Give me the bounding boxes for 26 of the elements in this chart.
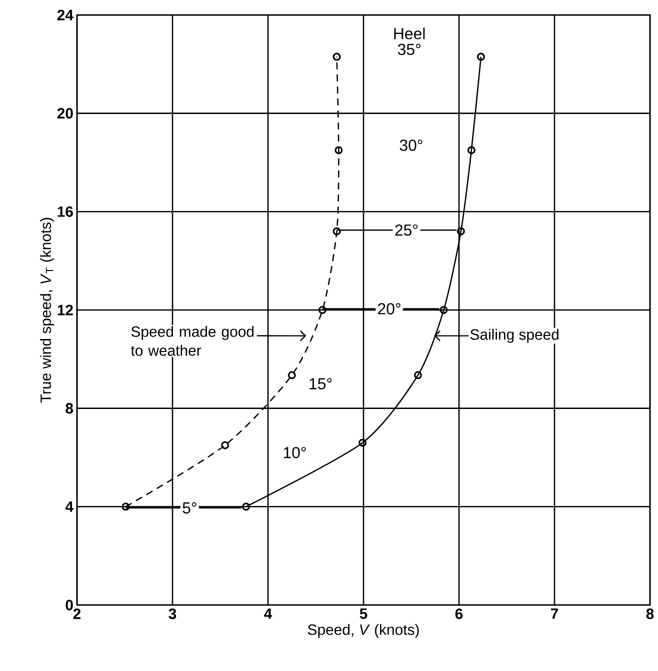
y-tick-label: 24 (57, 10, 74, 20)
annotation: 20° (378, 303, 400, 314)
y-tick-label: 4 (65, 502, 74, 512)
x-tick-label: 4 (264, 608, 272, 619)
annotation: 5° (182, 502, 196, 514)
x-tick-label: 7 (550, 608, 558, 619)
y-tick-label: 12 (58, 304, 73, 316)
x-tick-label: 2 (73, 608, 81, 619)
y-tick-label: 16 (58, 206, 73, 217)
y-tick-label: 0 (66, 600, 73, 610)
annotation: 10° (284, 446, 306, 458)
y-tick-label: 8 (66, 403, 74, 414)
x-tick-label: 8 (646, 608, 654, 620)
y-axis-title: True wind speed, V$_{T}$ (knots) (40, 218, 54, 403)
text: Speed made good to weather (130, 326, 254, 356)
x-axis-title: Speed, V (knots) (308, 624, 419, 638)
x-tick-label: 6 (455, 608, 463, 620)
annotation: 15° (310, 378, 332, 390)
annotation: 35° (398, 44, 420, 56)
y-tick-label: 20 (57, 108, 73, 119)
annotation: Heel (394, 28, 425, 40)
annotation: 25° (395, 224, 418, 236)
legend-label: Sailing speed (470, 328, 558, 343)
annotation: 30° (400, 140, 422, 151)
x-tick-label: 5 (360, 608, 368, 619)
x-tick-label: 3 (168, 608, 176, 620)
